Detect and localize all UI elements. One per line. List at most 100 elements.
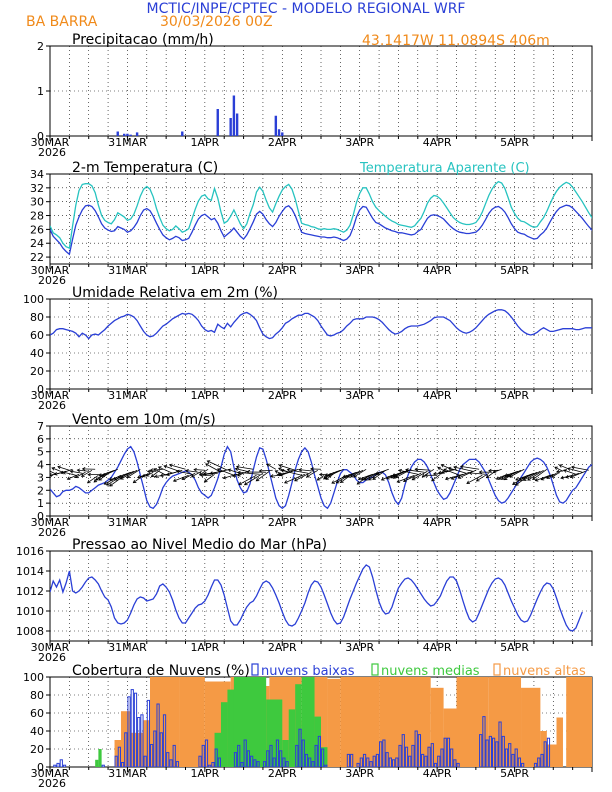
wind-vector-head [468,471,473,475]
legend-label: nuvens medias [381,664,480,679]
wind-vector [57,466,70,471]
cloud-low-bar [143,755,147,767]
cloud-low-bar [321,748,325,767]
cloud-low-bar [198,755,202,767]
cloud-low-bar [282,757,286,767]
wind-vector [63,471,76,476]
x-year-label: 2026 [38,274,66,287]
wind-vector [169,464,186,470]
wind-vector-head [98,473,103,477]
cloud-low-bar [246,750,251,767]
precip-bar [116,131,119,136]
wind-vector [523,470,541,481]
cloud-low-bar [401,734,405,767]
precip-bar [274,115,278,136]
cloud-low-bar [514,748,518,767]
wind-vector-head [346,474,351,478]
wind-vector-head [166,472,170,477]
precip-bar [232,95,236,136]
wind-vector [346,470,360,478]
cloud-low-bar [437,755,441,767]
series-line-vento-em-10m [50,445,592,510]
wind-vector-head [453,465,457,470]
x-year-label: 2026 [38,146,66,159]
cloud-low-bar [533,762,538,767]
y-tick-label: 100 [23,293,44,306]
wind-vector-head [74,474,79,479]
wind-vector [191,470,202,478]
cloud-low-bar [240,762,244,767]
wind-vector [126,468,141,478]
wind-vector [469,472,486,475]
cloud-low-bar [256,761,260,767]
wind-vector-head [62,470,67,475]
wind-vector-head [274,470,279,474]
wind-vector [137,473,147,478]
wind-vector-head [554,466,558,470]
panel-title: Vento em 10m (m/s) [72,412,216,428]
wind-vector-head [411,476,416,481]
cloud-low-bar [388,757,392,767]
wind-vector [422,468,435,478]
wind-vector-head [157,466,162,470]
wind-vector [205,463,222,473]
wind-vector [358,473,373,480]
cloud-low-bar [356,762,360,767]
wind-vector [153,468,167,476]
wind-vector-head [331,480,335,484]
wind-vector [204,473,215,483]
precip-bar [181,131,184,136]
wind-vector [217,468,235,476]
wind-vector-head [515,482,519,486]
wind-vector-head [459,464,464,469]
y-tick-label: 1014 [16,565,44,578]
precip-bar [235,113,239,136]
cloud-low-bar [385,752,389,767]
cloud-low-bar [250,755,254,767]
cloud-low-bar [295,744,299,767]
wind-vector-head [488,468,492,473]
cloud-low-bar [137,717,141,767]
wind-vector-head [236,473,241,477]
cloud-low-bar [498,721,502,767]
wind-vector-head [80,473,85,477]
x-tick-label: 3APR [345,264,374,277]
wind-vector-head [246,470,250,474]
wind-vector [325,469,341,477]
cloud-low-bar [546,737,551,767]
wind-vector [453,466,473,472]
cloud-low-bar [156,703,160,767]
wind-vector [532,468,548,480]
plot-area [50,309,592,340]
legend-label: nuvens altas [503,664,586,679]
wind-vector [51,467,64,473]
x-tick-label: 30MAR [31,264,70,277]
wind-vector-head [310,467,314,471]
x-tick-label: 1APR [190,516,219,529]
cloud-low-bar [237,744,241,767]
cloud-low-bar [56,762,60,767]
cloud-low-bar [421,753,425,767]
wind-vector-head [457,475,462,479]
cloud-low-bar [543,741,547,767]
y-tick-label: 20 [30,743,44,756]
y-tick-label: 1 [37,497,44,510]
wind-vector-head [350,473,354,478]
cloud-low-bar [133,692,138,767]
wind-vector-head [266,463,271,468]
wind-vector [109,471,131,481]
wind-vector [403,472,422,482]
x-tick-label: 1APR [190,641,219,654]
cloud-low-bar [488,735,492,767]
cloud-low-bar [53,764,57,767]
wind-vector-head [222,475,227,480]
wind-vector-head [294,477,298,482]
wind-vector-head [235,465,240,469]
cloud-low-bar [479,734,483,767]
wind-vector-head [522,477,527,481]
y-tick-label: 34 [30,168,44,181]
cloud-low-bar [508,743,512,767]
wind-vector-head [546,475,550,479]
cloud-low-bar [482,716,486,767]
cloud-low-bar [304,753,309,767]
